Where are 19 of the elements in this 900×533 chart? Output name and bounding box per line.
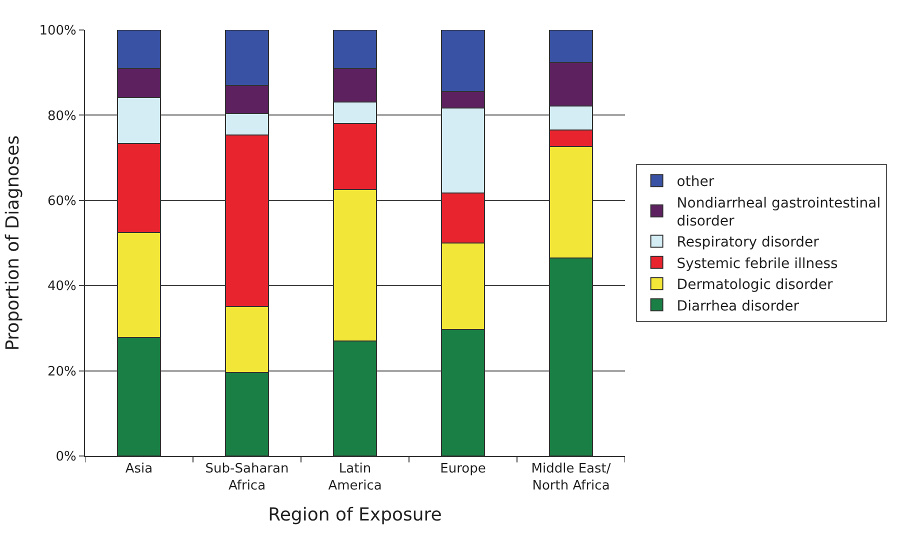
- legend-label: Systemic febrile illness: [676, 256, 838, 272]
- y-axis-title: Proportion of Diagnoses: [2, 135, 24, 351]
- y-tick-label: 20%: [47, 364, 76, 380]
- legend-label: Nondiarrheal gastrointestinal disorder: [676, 195, 881, 230]
- x-tick-label: Latin America: [328, 462, 382, 494]
- x-tick-label: Asia: [125, 462, 153, 477]
- legend-label: Diarrhea disorder: [676, 298, 800, 314]
- y-tick-label: 40%: [47, 279, 76, 294]
- y-tick-label: 80%: [47, 108, 76, 124]
- y-tick-label: 100%: [39, 24, 76, 39]
- legend-label: Dermatologic disorder: [676, 277, 833, 294]
- x-tick-label: Europe: [440, 462, 486, 477]
- x-axis-title: Region of Exposure: [268, 504, 442, 526]
- legend-label: other: [676, 174, 714, 190]
- x-tick-label: Middle East/ North Africa: [531, 462, 612, 494]
- y-tick-label: 60%: [47, 194, 76, 209]
- y-tick-label: 0%: [56, 450, 76, 465]
- x-tick-label: Sub-Saharan Africa: [205, 462, 289, 494]
- legend-label: Respiratory disorder: [676, 234, 820, 251]
